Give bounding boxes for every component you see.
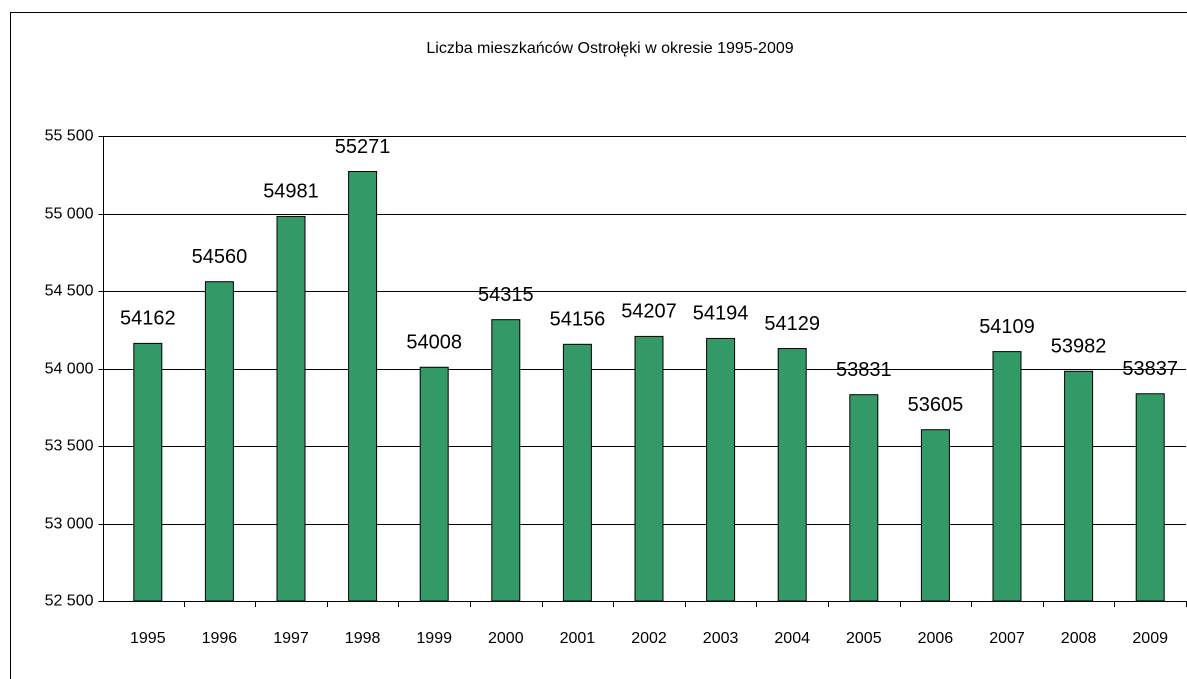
y-tick-label: 55 500 xyxy=(45,128,94,145)
chart-title: Liczba mieszkańców Ostrołęki w okresie 1… xyxy=(426,40,793,57)
x-tick-label: 1995 xyxy=(130,630,166,647)
x-tick-label: 2003 xyxy=(703,630,739,647)
y-tick-label: 53 000 xyxy=(45,516,94,533)
bar xyxy=(276,215,306,602)
x-tick-label: 2001 xyxy=(560,630,596,647)
y-tick-label: 55 000 xyxy=(45,206,94,223)
value-label: 54981 xyxy=(263,181,319,203)
value-label: 54315 xyxy=(478,284,534,306)
x-tick-label: 1998 xyxy=(345,630,381,647)
value-label: 54162 xyxy=(120,308,176,330)
value-label: 54109 xyxy=(979,316,1035,338)
value-label: 54194 xyxy=(693,303,749,325)
value-label: 55271 xyxy=(335,136,391,158)
bar xyxy=(562,343,592,602)
bar xyxy=(419,366,449,602)
x-tick-label: 2000 xyxy=(488,630,524,647)
value-label: 53982 xyxy=(1051,336,1107,358)
bar xyxy=(348,170,378,602)
value-label: 53837 xyxy=(1122,358,1178,380)
bar xyxy=(992,351,1022,602)
value-label: 53605 xyxy=(908,394,964,416)
bar xyxy=(133,342,163,602)
value-label: 53831 xyxy=(836,359,892,381)
x-tick-label: 2005 xyxy=(846,630,882,647)
x-tick-label: 2009 xyxy=(1132,630,1168,647)
bar xyxy=(1064,370,1094,602)
bar xyxy=(920,429,950,602)
x-tick-label: 1996 xyxy=(202,630,238,647)
value-label: 54156 xyxy=(550,309,606,331)
x-tick-label: 2004 xyxy=(774,630,810,647)
x-tick-label: 2002 xyxy=(631,630,667,647)
y-tick-label: 54 000 xyxy=(45,361,94,378)
x-tick-label: 1997 xyxy=(273,630,309,647)
y-tick-label: 52 500 xyxy=(45,593,94,610)
bar xyxy=(204,281,234,602)
x-tick-label: 2006 xyxy=(918,630,954,647)
bar xyxy=(777,348,807,602)
bar xyxy=(491,319,521,602)
value-label: 54129 xyxy=(764,313,820,335)
bar xyxy=(634,335,664,602)
x-tick-label: 1999 xyxy=(416,630,452,647)
value-label: 54560 xyxy=(192,246,248,268)
value-label: 54008 xyxy=(406,332,462,354)
bar xyxy=(1135,393,1165,602)
x-tick-label: 2008 xyxy=(1061,630,1097,647)
bar xyxy=(849,394,879,602)
value-label: 54207 xyxy=(621,301,677,323)
y-tick-label: 53 500 xyxy=(45,438,94,455)
bar xyxy=(706,337,736,602)
x-tick-label: 2007 xyxy=(989,630,1025,647)
y-tick-label: 54 500 xyxy=(45,283,94,300)
